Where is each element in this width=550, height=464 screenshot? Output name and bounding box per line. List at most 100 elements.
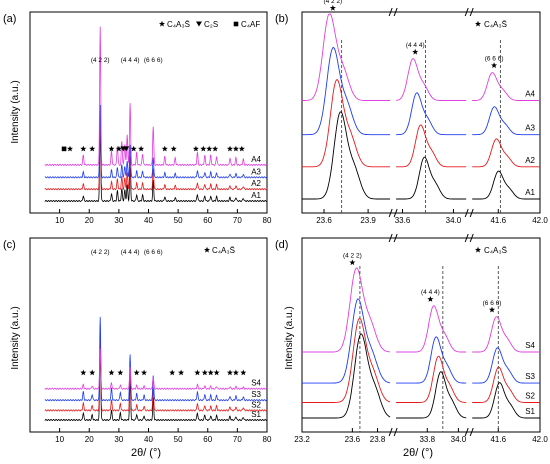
panel-label: (d): [275, 239, 288, 251]
x-tick-label: 10: [55, 216, 64, 225]
series-line-S2: [472, 366, 540, 403]
legend-marker-star: [475, 246, 481, 253]
phase-marker-star: [201, 369, 208, 376]
series-line-A4: [396, 58, 467, 101]
legend-marker-triangle-down: [196, 21, 202, 27]
phase-marker-triangle-down: [123, 146, 130, 152]
series-line-S4: [472, 316, 540, 353]
peak-label: (4 2 2): [91, 249, 110, 256]
phase-marker-star: [207, 369, 214, 376]
phase-marker-star: [80, 369, 87, 376]
phase-marker-star: [178, 369, 185, 376]
phase-marker-star: [141, 369, 148, 376]
peak-star: [412, 48, 419, 55]
series-label: A1: [251, 191, 261, 200]
axis-break: [469, 208, 474, 218]
axis-break: [464, 233, 469, 243]
panel-label: (a): [3, 13, 16, 25]
x-tick-label: 23.2: [294, 435, 310, 444]
x-tick-label: 10: [55, 435, 64, 444]
legend-marker-star: [204, 246, 210, 253]
series-line-A2: [302, 79, 391, 168]
series-label: S4: [525, 341, 535, 350]
series-line-S2: [396, 355, 467, 403]
plot-frame: [301, 11, 541, 214]
legend-label: C₄AF: [241, 20, 260, 29]
peak-label: (6 6 6): [144, 249, 163, 256]
phase-marker-star: [130, 145, 137, 152]
series-line-S3: [396, 336, 467, 384]
peak-star: [491, 62, 498, 69]
series-line-S2: [44, 338, 268, 412]
phase-marker-star: [115, 145, 122, 152]
panel-label: (c): [3, 239, 16, 251]
legend-label: C₄A₃S̄: [167, 20, 190, 29]
x-tick-label: 34.0: [451, 435, 467, 444]
series-line-A3: [302, 46, 391, 136]
series-line-S3: [44, 316, 268, 402]
phase-marker-star: [206, 145, 213, 152]
series-label: A1: [525, 188, 535, 197]
series-line-A3: [396, 92, 467, 136]
series-line-A3: [44, 104, 268, 179]
phase-marker-star: [212, 145, 219, 152]
figure-xlabel-right: 2θ/ (°): [403, 447, 433, 459]
legend-label: C₄A₃S̄: [212, 246, 235, 255]
x-tick-label: 23.9: [360, 216, 376, 225]
x-tick-label: 60: [203, 435, 212, 444]
series-label: A4: [251, 155, 261, 164]
series-label: A4: [525, 90, 535, 99]
phase-marker-star: [89, 145, 96, 152]
panel-d: (d) 23.2 23.6 23.8 33.8 34.0 41.6 42.0 S1 S2 S3 S4 (…: [275, 233, 548, 444]
x-tick-label: 20: [85, 435, 94, 444]
peak-label: (4 2 2): [91, 57, 110, 64]
axis-break: [393, 7, 398, 17]
series-line-S4: [396, 305, 467, 353]
series-line-A2: [396, 124, 467, 168]
series-label: A2: [251, 179, 261, 188]
phase-marker-star: [89, 369, 96, 376]
x-tick-label: 41.6: [490, 435, 506, 444]
legend-label: C₂S: [204, 20, 218, 29]
x-tick-label: 42.0: [532, 435, 548, 444]
phase-marker-star: [232, 369, 239, 376]
legend-marker-star: [475, 20, 481, 27]
series-line-S1: [302, 333, 391, 419]
peak-label: (4 4 4): [121, 249, 140, 256]
phase-marker-star: [169, 369, 176, 376]
axis-break: [388, 427, 393, 437]
series-line-S2: [302, 317, 391, 403]
phase-marker-star: [226, 369, 233, 376]
axis-break: [388, 208, 393, 218]
peak-star: [427, 296, 434, 302]
series-label: S2: [525, 391, 535, 400]
axis-break: [464, 427, 469, 437]
peak-label: (4 4 4): [121, 57, 140, 64]
series-line-A2: [44, 116, 268, 191]
phase-marker-star: [108, 145, 115, 152]
series-line-A4: [44, 26, 268, 167]
series-label: S1: [525, 407, 535, 416]
phase-marker-star: [232, 145, 239, 152]
phase-marker-star: [192, 145, 199, 152]
phase-marker-star: [80, 145, 87, 152]
series-label: S1: [251, 410, 261, 419]
peak-star: [329, 4, 336, 11]
x-tick-label: 33.6: [395, 216, 411, 225]
series-line-S4: [44, 348, 268, 390]
phase-marker-star: [161, 145, 168, 152]
peak-label: (4 2 2): [343, 253, 362, 260]
series-line-A3: [472, 106, 540, 136]
x-tick-label: 40: [144, 435, 153, 444]
x-tick-label: 42.0: [532, 216, 548, 225]
plot-frame: [301, 237, 541, 433]
series-label: A2: [525, 156, 535, 165]
panel-label: (b): [275, 13, 288, 25]
series-line-S1: [396, 371, 467, 419]
peak-star: [349, 259, 356, 266]
legend-label: C₄A₃S̄: [484, 246, 507, 255]
series-line-A1: [302, 111, 391, 200]
series-label: A3: [251, 167, 261, 176]
